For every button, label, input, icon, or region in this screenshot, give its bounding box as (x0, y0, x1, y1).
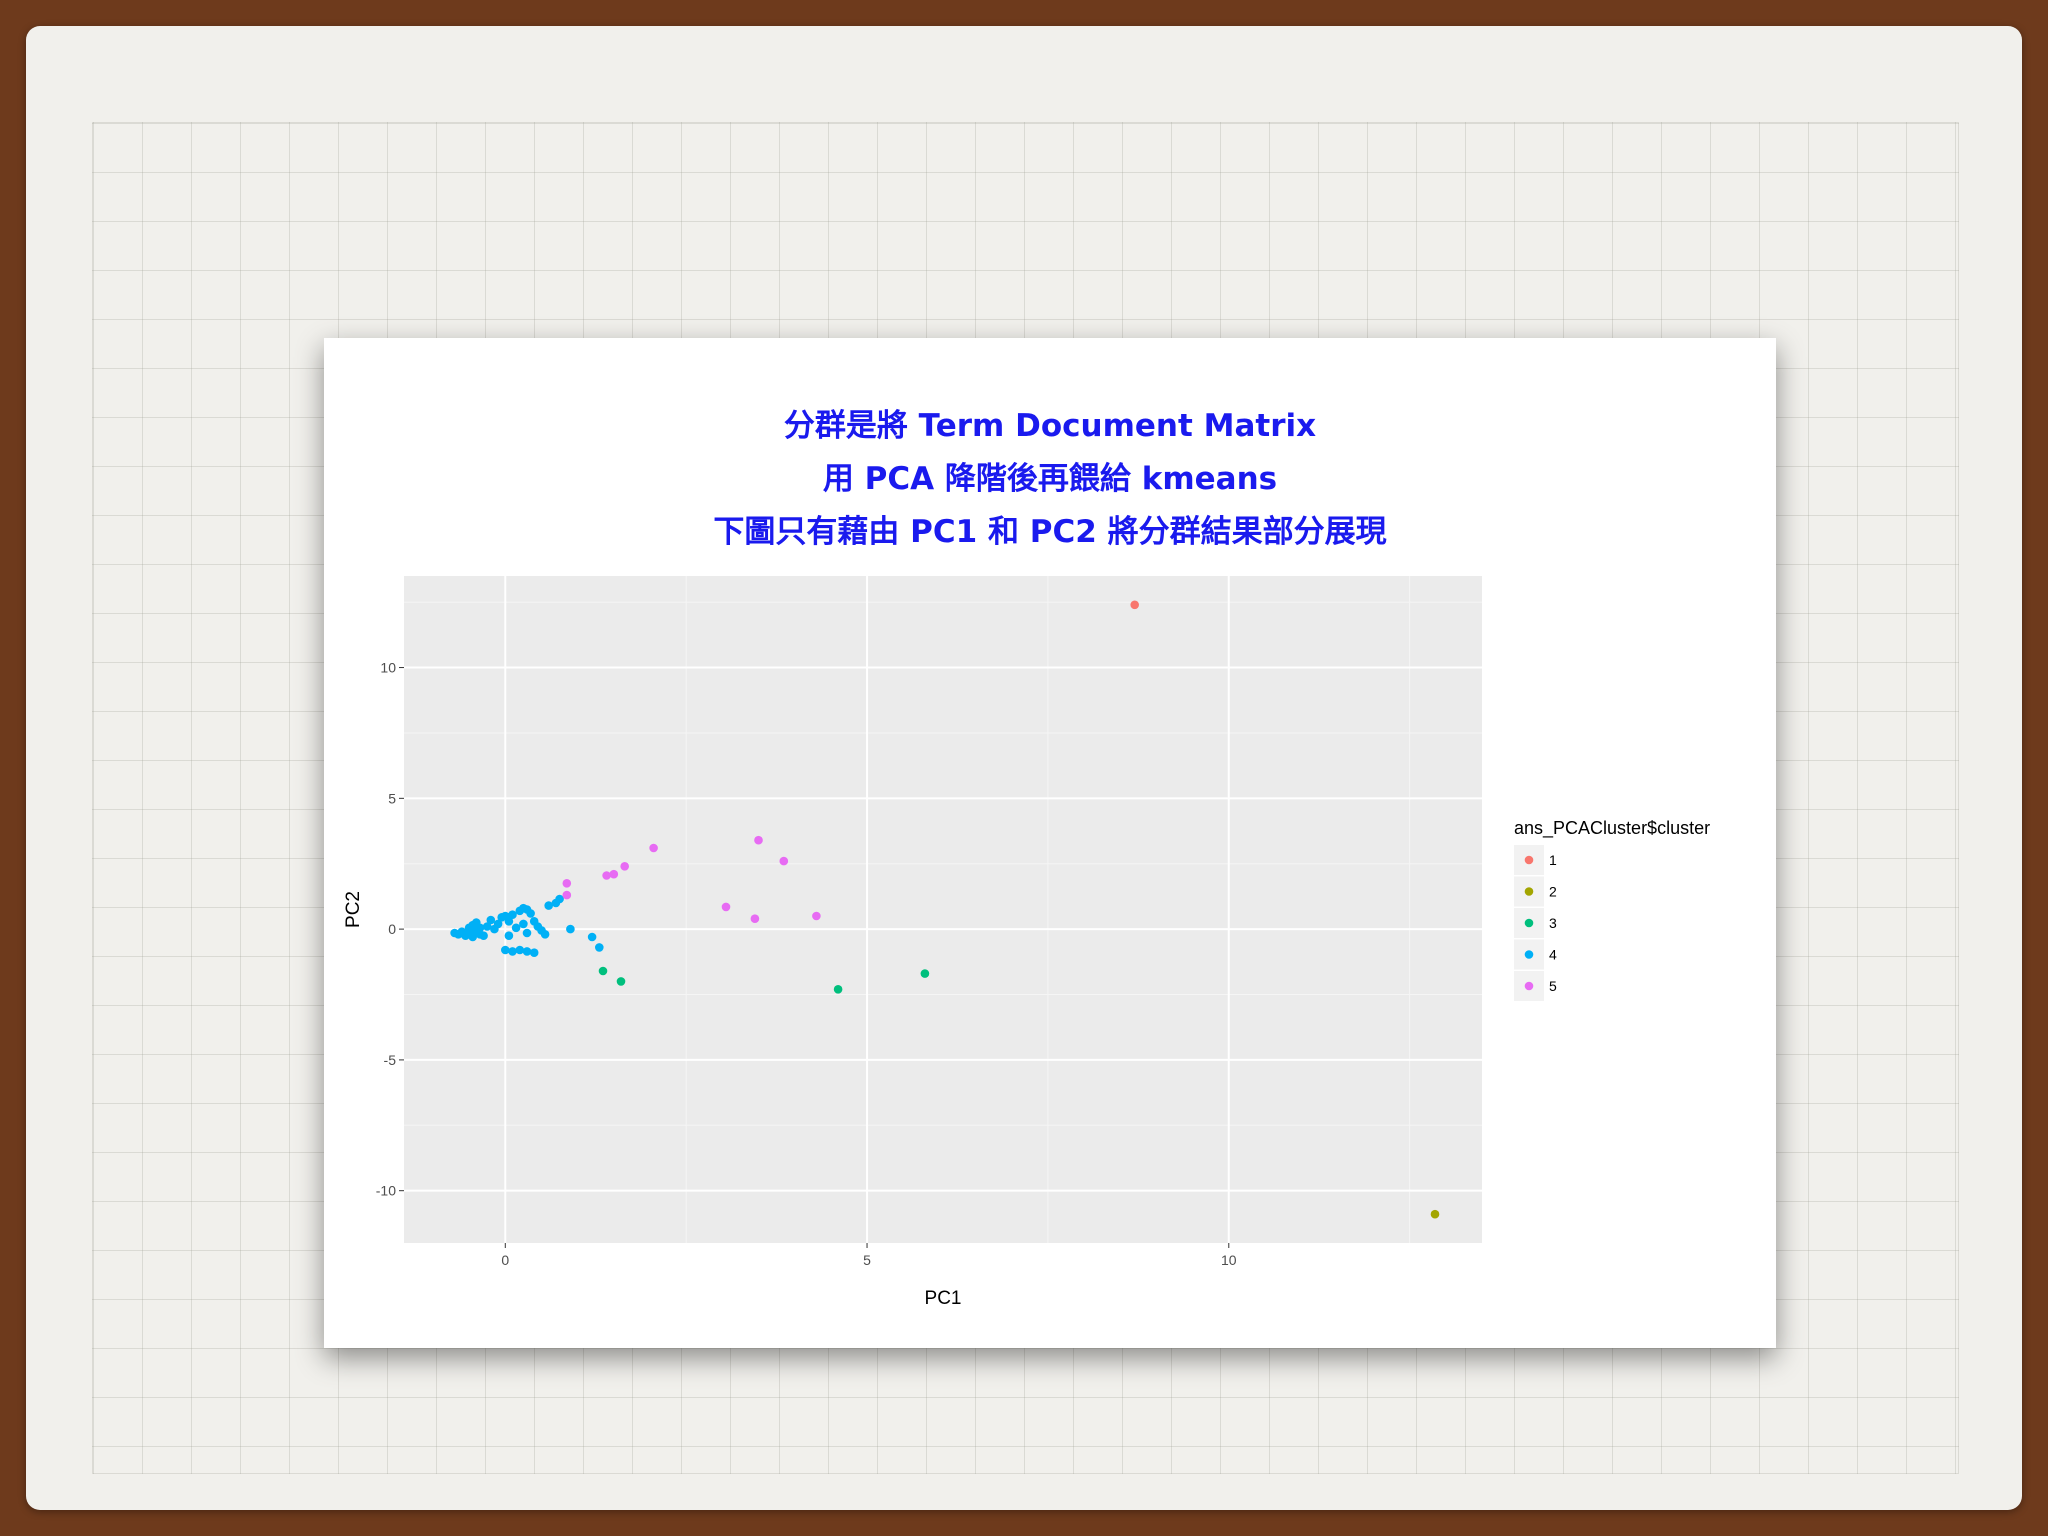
data-point-cluster-3 (598, 966, 608, 976)
data-point-cluster-3 (616, 977, 626, 986)
slide-title: 分群是將 Term Document Matrix 用 PCA 降階後再餵給 k… (324, 400, 1776, 559)
data-point-cluster-3 (920, 969, 930, 978)
data-point-cluster-4 (540, 930, 550, 939)
scatter-plot: 0 5 10 -10 -5 0 5 10 PC1 PC2 ans_PCACluster$cluste… (343, 576, 1710, 1309)
data-point-cluster-4 (486, 915, 496, 925)
y-tick-label: 0 (388, 921, 396, 937)
data-point-cluster-4 (475, 923, 485, 933)
data-point-cluster-5 (649, 843, 658, 853)
data-point-cluster-5 (750, 914, 760, 923)
y-tick-label: 5 (388, 790, 396, 806)
title-line-1: 分群是將 Term Document Matrix (783, 408, 1317, 444)
data-point-cluster-2 (1430, 1209, 1440, 1219)
legend-key-3 (1524, 918, 1534, 928)
legend: ans_PCACluster$cluster 1 2 3 4 5 (1514, 818, 1710, 1001)
data-point-cluster-4 (508, 910, 517, 919)
data-point-cluster-5 (754, 835, 763, 845)
data-point-cluster-4 (515, 945, 525, 955)
x-tick-label: 10 (1221, 1252, 1237, 1268)
data-point-cluster-5 (562, 890, 572, 900)
plot-panel (404, 576, 1482, 1243)
legend-key-2 (1524, 887, 1534, 896)
data-point-cluster-4 (504, 931, 514, 940)
data-point-cluster-4 (504, 917, 514, 926)
data-point-cluster-4 (501, 945, 510, 955)
data-point-cluster-5 (609, 869, 619, 879)
data-point-cluster-4 (493, 919, 503, 929)
slide-card: 分群是將 Term Document Matrix 用 PCA 降階後再餵給 k… (324, 338, 1776, 1348)
title-line-3: 下圖只有藉由 PC1 和 PC2 將分群結果部分展現 (713, 514, 1387, 550)
data-point-cluster-5 (562, 879, 572, 888)
title-line-2: 用 PCA 降階後再餵給 kmeans (822, 461, 1278, 497)
data-point-cluster-4 (555, 894, 564, 904)
x-axis-title: PC1 (925, 1288, 962, 1309)
legend-key-4 (1524, 950, 1534, 959)
y-tick-label: 10 (380, 660, 396, 676)
legend-label-4: 4 (1549, 947, 1557, 963)
y-tick-label: -10 (376, 1183, 396, 1199)
data-point-cluster-5 (779, 856, 789, 866)
data-point-cluster-4 (479, 931, 488, 940)
legend-key-1 (1524, 855, 1534, 865)
legend-label-3: 3 (1549, 915, 1557, 931)
data-point-cluster-4 (468, 932, 477, 942)
legend-key-5 (1524, 981, 1534, 991)
data-point-cluster-4 (482, 922, 492, 931)
data-point-cluster-4 (519, 919, 528, 929)
data-point-cluster-3 (833, 985, 843, 994)
data-point-cluster-5 (721, 902, 731, 912)
data-point-cluster-4 (595, 943, 604, 952)
data-point-cluster-4 (544, 901, 553, 910)
legend-label-1: 1 (1549, 852, 1557, 868)
data-point-cluster-1 (1130, 600, 1139, 610)
legend-title: ans_PCACluster$cluster (1514, 818, 1710, 839)
data-point-cluster-5 (812, 911, 821, 921)
data-point-cluster-4 (587, 932, 597, 942)
data-point-cluster-4 (522, 947, 532, 956)
x-tick-label: 5 (863, 1252, 871, 1268)
data-point-cluster-4 (526, 909, 535, 918)
legend-label-5: 5 (1549, 978, 1557, 994)
data-point-cluster-4 (529, 948, 539, 957)
data-point-cluster-5 (620, 862, 629, 871)
data-point-cluster-4 (508, 947, 517, 956)
slide-background: 分群是將 Term Document Matrix 用 PCA 降階後再餵給 k… (26, 26, 2022, 1510)
y-axis-title: PC2 (343, 891, 364, 928)
data-point-cluster-4 (566, 924, 575, 934)
data-point-cluster-4 (511, 923, 521, 933)
x-tick-label: 0 (501, 1252, 509, 1268)
data-point-cluster-5 (602, 871, 611, 880)
data-point-cluster-4 (522, 928, 532, 938)
y-tick-label: -5 (384, 1052, 397, 1068)
legend-label-2: 2 (1549, 884, 1557, 900)
